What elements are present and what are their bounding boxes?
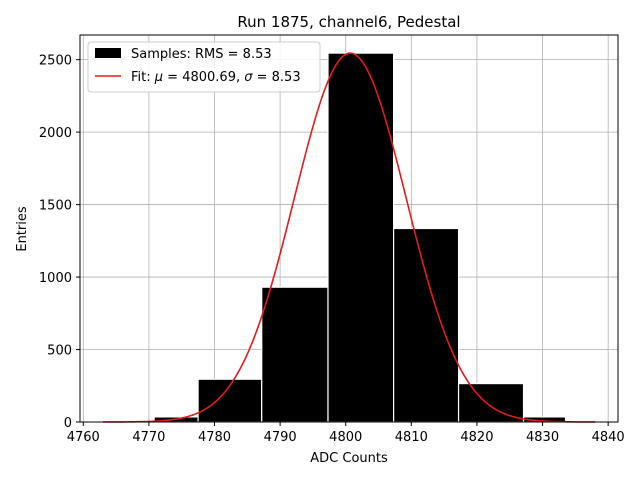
x-axis-label: ADC Counts	[310, 451, 388, 466]
x-tick-label: 4760	[67, 430, 100, 445]
histogram-bar	[261, 286, 329, 423]
x-tick-label: 4840	[592, 430, 625, 445]
y-tick-label: 1000	[39, 271, 72, 286]
legend-fit-mu-symbol: μ	[154, 70, 163, 85]
x-tick-label: 4770	[132, 430, 165, 445]
y-tick-label: 0	[64, 416, 72, 431]
histogram-bar	[457, 382, 525, 423]
plot-frame	[79, 34, 619, 423]
x-tick-label: 4800	[329, 430, 362, 445]
x-tick-label: 4790	[264, 430, 297, 445]
y-axis-ticks: 0 500 1000 1500 2000 2500	[39, 54, 80, 431]
y-tick-label: 2000	[39, 126, 72, 141]
histogram-bar	[393, 227, 460, 423]
legend-fit-sigma-symbol: σ	[244, 70, 253, 85]
legend-box	[87, 41, 321, 93]
legend-fit-mid: = 4800.69,	[163, 70, 244, 85]
y-tick-label: 1500	[39, 199, 72, 214]
legend-fit-label: Fit: μ = 4800.69, σ = 8.53	[131, 70, 301, 85]
legend-histogram-label: Samples: RMS = 8.53	[131, 47, 272, 62]
legend: Samples: RMS = 8.53 Fit: μ = 4800.69, σ …	[87, 41, 321, 93]
x-tick-label: 4780	[198, 430, 231, 445]
y-axis-label: Entries	[15, 206, 30, 252]
x-tick-label: 4820	[460, 430, 493, 445]
legend-histogram-swatch	[95, 48, 121, 58]
histogram-bar	[327, 52, 395, 423]
x-axis-ticks: 4760 4770 4780 4790 4800 4810 4820 4830 4840	[67, 422, 625, 445]
fit-curve	[102, 52, 596, 423]
y-tick-label: 500	[47, 344, 72, 359]
legend-fit-suffix: = 8.53	[252, 70, 300, 85]
x-tick-label: 4830	[526, 430, 559, 445]
chart-title: Run 1875, channel6, Pedestal	[237, 13, 460, 31]
y-tick-label: 2500	[39, 54, 72, 69]
x-tick-label: 4810	[395, 430, 428, 445]
legend-fit-prefix: Fit:	[131, 70, 155, 85]
histogram-bars	[153, 52, 567, 423]
